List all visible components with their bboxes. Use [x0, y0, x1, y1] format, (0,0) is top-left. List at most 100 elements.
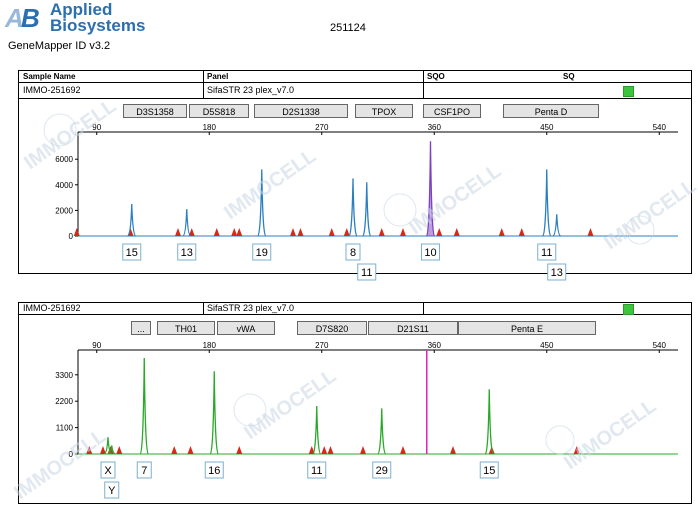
allele-label: 29 [376, 465, 388, 477]
allele-peak [312, 405, 322, 455]
run-id: 251124 [330, 22, 366, 34]
size-standard-peak [436, 228, 443, 236]
allele-label-box [357, 263, 377, 281]
panel-value-2: SifaSTR 23 plex_v7.0 [207, 303, 295, 313]
y-tick-label: 2200 [55, 397, 73, 406]
size-standard-peak [187, 446, 194, 454]
allele-label: X [104, 465, 112, 477]
allele-label-box [547, 263, 567, 281]
y-tick-label: 4000 [55, 181, 73, 190]
marker-csf1po: CSF1PO [423, 104, 481, 118]
brand-name: Applied Biosystems [50, 0, 146, 35]
allele-label-box [537, 243, 557, 261]
size-standard-peak [236, 228, 243, 236]
allele-label-box [122, 243, 142, 261]
y-tick-label: 2000 [55, 206, 73, 215]
col-sq: SQ [563, 72, 575, 81]
marker-pentae: Penta E [458, 321, 596, 335]
size-standard-peak [213, 228, 220, 236]
allele-label-box [177, 243, 197, 261]
allele-label-box [104, 481, 120, 499]
y-tick-label: 6000 [55, 155, 73, 164]
panel-value: SifaSTR 23 plex_v7.0 [207, 85, 295, 95]
allele-label-box [479, 461, 499, 479]
x-tick-label: 360 [428, 341, 442, 350]
marker-d5s818: D5S818 [189, 104, 249, 118]
allele-peak [107, 445, 116, 455]
y-tick-label: 3300 [55, 371, 73, 380]
marker-d7s820: D7S820 [297, 321, 367, 335]
svg-text:A: A [4, 3, 24, 33]
marker-tpox: TPOX [355, 104, 413, 118]
size-standard-peak [308, 446, 315, 454]
allele-label: 15 [126, 247, 138, 259]
x-tick-label: 540 [653, 123, 667, 132]
allele-peak [425, 141, 436, 237]
x-tick-label: 90 [92, 341, 101, 350]
x-tick-label: 450 [540, 341, 554, 350]
allele-label-box [307, 461, 327, 479]
marker-more-button[interactable]: ... [131, 321, 151, 335]
app-name: GeneMapper ID v3.2 [8, 40, 111, 52]
allele-label-box [421, 243, 440, 261]
x-tick-label: 540 [653, 341, 667, 350]
x-tick-label: 270 [315, 341, 329, 350]
allele-label-box [204, 461, 224, 479]
size-standard-peak [518, 228, 525, 236]
size-standard-peak [360, 446, 366, 454]
electropherogram-chart-blue: 90 180 270 360 450 540 0 2000 4000 6000 15 13 19 8 11 1… [55, 123, 678, 281]
allele-label: 7 [141, 465, 147, 477]
x-tick-label: 450 [540, 123, 554, 132]
sample-name-value-2: IMMO-251692 [23, 303, 81, 313]
size-standard-peak [86, 446, 93, 454]
size-standard-peak [116, 446, 123, 454]
allele-peak [348, 178, 358, 237]
allele-label: 11 [311, 465, 322, 477]
marker-d21s11: D21S11 [368, 321, 458, 335]
allele-peak [182, 209, 192, 237]
size-standard-peak [400, 446, 406, 454]
allele-label: 10 [424, 247, 436, 259]
electropherogram-panel-green: IMMO-251692 SifaSTR 23 plex_v7.0 [18, 302, 692, 504]
y-tick-label: 1100 [56, 424, 74, 433]
sample-name-value: IMMO-251692 [23, 85, 81, 95]
size-standard-peak [231, 228, 238, 236]
size-standard-peak [236, 446, 243, 454]
size-standard-peak [73, 228, 80, 236]
size-standard-peak [450, 446, 456, 454]
allele-label: 13 [551, 267, 563, 279]
marker-th01: TH01 [157, 321, 215, 335]
allele-label-box [252, 243, 272, 261]
allele-peak [484, 389, 494, 455]
x-tick-label: 180 [203, 123, 217, 132]
col-sqo: SQO [427, 72, 445, 81]
sq-status-indicator [623, 86, 634, 97]
x-tick-label: 360 [428, 123, 442, 132]
x-tick-label: 90 [92, 123, 101, 132]
size-standard-peak [100, 446, 106, 454]
allele-peak [362, 182, 372, 237]
size-standard-peak [171, 446, 178, 454]
size-standard-peak [400, 228, 406, 236]
allele-label: 13 [181, 247, 193, 259]
size-standard-peak [175, 228, 181, 236]
applied-biosystems-logo-icon: A B [4, 3, 40, 33]
y-tick-label: 0 [69, 450, 74, 459]
allele-label-box [345, 243, 361, 261]
allele-label: Y [108, 485, 116, 497]
allele-label: 11 [361, 267, 372, 279]
allele-label: 11 [541, 247, 552, 259]
size-standard-peak [290, 228, 296, 236]
size-standard-peak [328, 228, 335, 236]
marker-pentad: Penta D [503, 104, 599, 118]
svg-text:B: B [21, 3, 40, 33]
allele-label-box [136, 461, 152, 479]
x-tick-label: 270 [315, 123, 329, 132]
col-sample-name: Sample Name [23, 72, 76, 81]
size-standard-peak [321, 446, 328, 454]
allele-peak [377, 408, 387, 455]
allele-label: 15 [483, 465, 495, 477]
size-standard-peak [343, 228, 350, 236]
y-tick-label: 0 [69, 232, 74, 241]
allele-peak [542, 169, 552, 237]
